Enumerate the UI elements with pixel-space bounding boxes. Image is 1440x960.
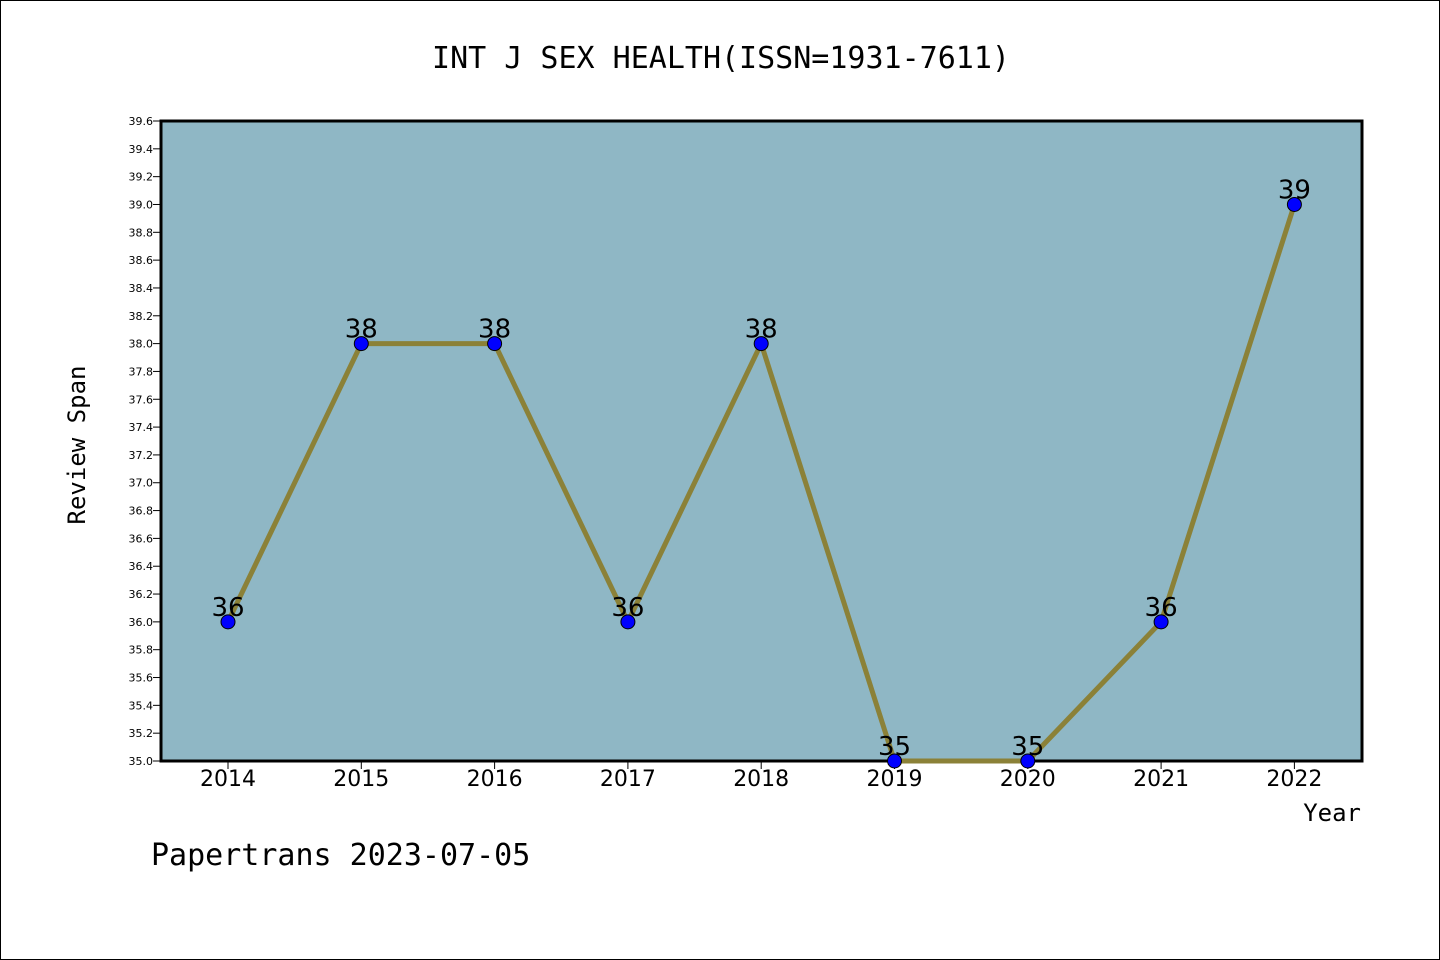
- y-tick-label: 37.4: [129, 421, 154, 434]
- y-axis: 35.0 35.2 35.4 35.6 35.8 36.0 36.2 36.4 36.6 36.8…: [129, 115, 161, 768]
- data-label: 38: [745, 315, 778, 345]
- x-tick-label: 2020: [1000, 767, 1056, 792]
- x-axis: 2014 2015 2016 2017 2018 2019 2020 2021 2022: [200, 761, 1322, 792]
- plot-area: [159, 119, 1364, 763]
- y-tick-label: 36.0: [129, 616, 154, 629]
- data-point: [1153, 614, 1169, 630]
- y-tick-label: 37.2: [129, 449, 154, 462]
- y-tick-label: 37.6: [129, 393, 154, 406]
- data-point: [220, 614, 236, 630]
- y-tick-label: 38.6: [129, 254, 154, 267]
- y-axis-label: Review Span: [63, 366, 91, 525]
- x-tick-label: 2021: [1133, 767, 1189, 792]
- data-label: 36: [611, 593, 644, 623]
- y-tick-label: 38.8: [129, 226, 154, 239]
- y-tick-label: 37.0: [129, 477, 154, 490]
- data-label: 39: [1278, 175, 1311, 205]
- y-tick-label: 38.0: [129, 338, 154, 351]
- y-tick-label: 35.6: [129, 672, 154, 685]
- data-point: [753, 336, 769, 352]
- data-label: 35: [878, 732, 911, 762]
- footer-credit: Papertrans 2023-07-05: [151, 838, 530, 873]
- chart-title: INT J SEX HEALTH(ISSN=1931-7611): [432, 41, 1010, 76]
- y-tick-label: 39.4: [129, 143, 154, 156]
- data-point: [487, 336, 503, 352]
- y-tick-label: 35.8: [129, 644, 154, 657]
- data-point: [1020, 753, 1036, 769]
- data-label: 36: [211, 593, 244, 623]
- data-point: [1286, 196, 1302, 212]
- y-tick-label: 37.8: [129, 365, 154, 378]
- x-tick-label: 2017: [600, 767, 656, 792]
- y-tick-label: 36.8: [129, 505, 154, 518]
- x-tick-label: 2019: [867, 767, 923, 792]
- y-tick-label: 38.4: [129, 282, 154, 295]
- x-tick-label: 2022: [1266, 767, 1322, 792]
- data-label: 38: [478, 315, 511, 345]
- x-tick-label: 2016: [467, 767, 523, 792]
- x-axis-label: Year: [1303, 799, 1361, 827]
- y-tick-label: 39.2: [129, 171, 154, 184]
- y-tick-label: 39.6: [129, 115, 154, 128]
- data-point: [353, 336, 369, 352]
- x-tick-label: 2014: [200, 767, 256, 792]
- x-tick-label: 2018: [733, 767, 789, 792]
- data-label: 36: [1145, 593, 1178, 623]
- data-point: [620, 614, 636, 630]
- x-tick-label: 2015: [333, 767, 389, 792]
- y-tick-label: 35.0: [129, 755, 154, 768]
- y-tick-label: 36.6: [129, 532, 154, 545]
- y-tick-label: 36.4: [129, 560, 154, 573]
- series-line-group: [220, 196, 1302, 769]
- data-label: 35: [1011, 732, 1044, 762]
- data-labels: 36 38 38 36 38 35 35 36 39: [211, 175, 1310, 762]
- data-point: [887, 753, 902, 769]
- data-label: 38: [345, 315, 378, 345]
- y-tick-label: 35.4: [129, 699, 154, 712]
- y-tick-label: 36.2: [129, 588, 154, 601]
- y-tick-label: 38.2: [129, 310, 154, 323]
- y-tick-label: 35.2: [129, 727, 154, 740]
- y-tick-label: 39.0: [129, 198, 154, 211]
